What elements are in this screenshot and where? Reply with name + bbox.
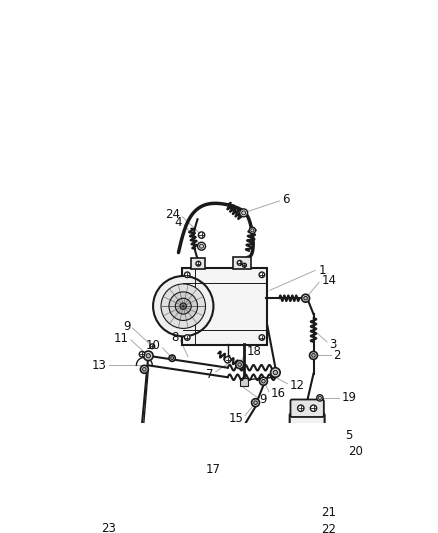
FancyBboxPatch shape bbox=[290, 413, 325, 497]
Circle shape bbox=[310, 351, 318, 359]
Circle shape bbox=[184, 272, 190, 278]
Text: 21: 21 bbox=[321, 506, 336, 519]
Circle shape bbox=[153, 276, 213, 336]
Text: 1: 1 bbox=[319, 264, 327, 277]
Circle shape bbox=[259, 272, 265, 278]
Circle shape bbox=[242, 263, 247, 267]
Text: 7: 7 bbox=[206, 368, 213, 381]
Circle shape bbox=[249, 227, 255, 233]
Text: 14: 14 bbox=[321, 274, 336, 287]
Text: 17: 17 bbox=[205, 463, 220, 476]
FancyBboxPatch shape bbox=[130, 466, 148, 476]
Circle shape bbox=[273, 370, 278, 375]
Circle shape bbox=[161, 284, 205, 328]
Circle shape bbox=[242, 211, 246, 215]
FancyBboxPatch shape bbox=[233, 256, 251, 269]
Circle shape bbox=[254, 401, 257, 405]
Circle shape bbox=[317, 395, 323, 401]
Circle shape bbox=[196, 261, 201, 266]
Circle shape bbox=[238, 363, 241, 366]
Circle shape bbox=[251, 399, 259, 407]
Circle shape bbox=[146, 354, 151, 358]
Text: 19: 19 bbox=[341, 391, 356, 405]
FancyBboxPatch shape bbox=[240, 378, 247, 386]
Circle shape bbox=[133, 493, 137, 497]
Text: 9: 9 bbox=[259, 393, 267, 406]
Text: 2: 2 bbox=[333, 349, 341, 362]
Text: 15: 15 bbox=[229, 412, 244, 425]
Circle shape bbox=[298, 405, 304, 411]
FancyBboxPatch shape bbox=[290, 400, 324, 417]
Circle shape bbox=[237, 261, 242, 265]
Text: 20: 20 bbox=[348, 445, 363, 458]
Circle shape bbox=[140, 365, 148, 373]
Text: 11: 11 bbox=[113, 332, 128, 345]
Circle shape bbox=[133, 469, 137, 473]
Ellipse shape bbox=[292, 487, 322, 496]
Circle shape bbox=[141, 493, 145, 497]
Circle shape bbox=[225, 357, 231, 363]
Circle shape bbox=[259, 335, 265, 341]
Circle shape bbox=[198, 232, 205, 238]
Circle shape bbox=[200, 244, 204, 248]
Text: 24: 24 bbox=[165, 208, 180, 221]
Circle shape bbox=[318, 397, 321, 400]
Text: 3: 3 bbox=[329, 338, 337, 351]
Text: 22: 22 bbox=[321, 523, 336, 533]
Text: 16: 16 bbox=[271, 386, 286, 400]
FancyBboxPatch shape bbox=[191, 258, 205, 269]
Circle shape bbox=[171, 357, 173, 360]
Circle shape bbox=[259, 377, 268, 385]
Circle shape bbox=[311, 405, 317, 411]
Circle shape bbox=[169, 355, 175, 361]
Text: 8: 8 bbox=[171, 331, 179, 344]
Circle shape bbox=[251, 229, 254, 232]
Text: 13: 13 bbox=[92, 359, 106, 372]
Circle shape bbox=[141, 469, 145, 473]
Circle shape bbox=[133, 524, 137, 529]
Text: 6: 6 bbox=[282, 193, 289, 206]
Text: 10: 10 bbox=[145, 339, 160, 352]
Circle shape bbox=[240, 209, 247, 217]
Circle shape bbox=[141, 524, 145, 529]
Text: 5: 5 bbox=[345, 429, 353, 442]
Circle shape bbox=[150, 344, 155, 349]
Text: 9: 9 bbox=[124, 320, 131, 333]
Circle shape bbox=[139, 351, 145, 357]
Text: 12: 12 bbox=[290, 379, 305, 392]
Circle shape bbox=[261, 379, 265, 383]
Circle shape bbox=[184, 335, 190, 341]
Circle shape bbox=[169, 292, 198, 320]
Text: 4: 4 bbox=[174, 216, 182, 229]
FancyBboxPatch shape bbox=[183, 268, 267, 345]
Circle shape bbox=[198, 242, 205, 250]
FancyBboxPatch shape bbox=[130, 490, 148, 499]
Circle shape bbox=[175, 298, 191, 314]
Circle shape bbox=[312, 353, 315, 357]
Circle shape bbox=[302, 294, 310, 302]
Circle shape bbox=[144, 351, 153, 361]
Circle shape bbox=[142, 368, 146, 371]
FancyBboxPatch shape bbox=[130, 522, 148, 531]
Text: 18: 18 bbox=[247, 345, 261, 358]
Circle shape bbox=[236, 361, 244, 368]
Circle shape bbox=[271, 368, 280, 377]
Text: 23: 23 bbox=[101, 522, 116, 533]
Circle shape bbox=[180, 303, 187, 309]
Circle shape bbox=[304, 296, 307, 300]
